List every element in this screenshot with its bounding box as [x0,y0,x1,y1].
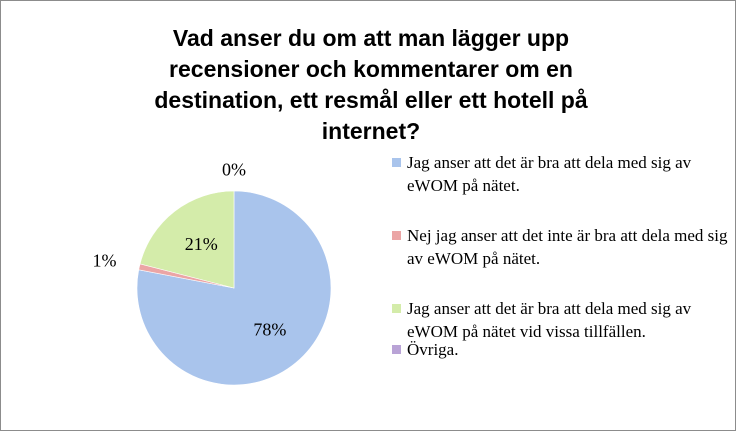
pie-slice-agree [136,190,332,386]
legend-item-disagree: Nej jag anser att det inte är bra att de… [390,224,730,270]
legend-label-other: Övriga. [407,340,459,359]
slice-label-sometimes: 21% [185,234,218,254]
legend-label-agree: Jag anser att det är bra att dela med si… [407,153,692,195]
legend-item-sometimes: Jag anser att det är bra att dela med si… [390,297,730,343]
legend-label-disagree: Nej jag anser att det inte är bra att de… [407,226,728,268]
legend-swatch-agree [392,158,401,167]
chart-title: Vad anser du om att man lägger upp recen… [154,25,588,144]
slice-label-disagree: 1% [93,250,117,270]
legend-swatch-sometimes [392,304,401,313]
slice-label-other: 0% [222,160,246,180]
legend-item-agree: Jag anser att det är bra att dela med si… [390,151,730,197]
slice-label-agree: 78% [253,319,286,339]
pie-slice-sometimes [139,190,235,289]
legend-swatch-disagree [392,231,401,240]
legend-label-sometimes: Jag anser att det är bra att dela med si… [407,299,692,341]
legend: Jag anser att det är bra att dela med si… [390,151,730,361]
legend-item-other: Övriga. [390,338,730,361]
legend-swatch-other [392,345,401,354]
